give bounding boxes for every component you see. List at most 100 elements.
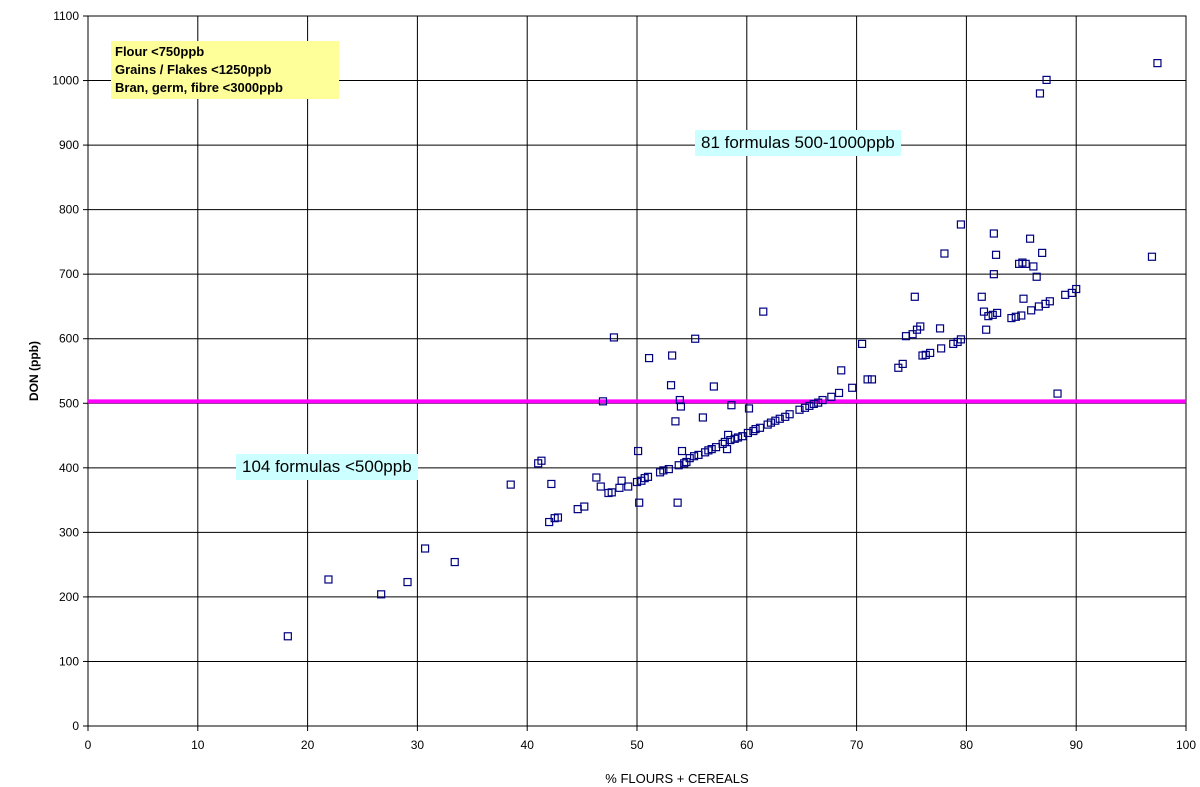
y-tick-label: 900 — [59, 138, 79, 152]
data-point — [775, 414, 784, 423]
x-tick-label: 80 — [960, 738, 974, 752]
data-point — [673, 498, 682, 507]
data-point — [1032, 272, 1041, 281]
data-point — [1021, 259, 1030, 268]
data-point — [635, 498, 644, 507]
y-tick-label: 600 — [59, 332, 79, 346]
data-point — [898, 359, 907, 368]
x-axis-title: % FLOURS + CEREALS — [605, 771, 749, 786]
data-point — [1072, 284, 1081, 294]
data-point — [848, 383, 857, 392]
y-tick-label: 0 — [72, 719, 79, 733]
data-point — [1045, 297, 1054, 306]
y-tick-label: 1000 — [52, 74, 79, 88]
data-point — [598, 397, 608, 406]
data-point — [668, 351, 677, 360]
x-tick-label: 20 — [301, 738, 315, 752]
x-tick-label: 70 — [850, 738, 864, 752]
lower-count-label: 104 formulas <500ppb — [236, 454, 418, 480]
y-tick-label: 100 — [59, 654, 79, 668]
y-tick-label: 400 — [59, 461, 79, 475]
y-tick-label: 300 — [59, 525, 79, 539]
y-tick-label: 500 — [59, 396, 79, 410]
data-point — [771, 416, 780, 425]
data-point — [834, 388, 844, 398]
data-point — [809, 399, 818, 409]
data-point — [910, 292, 919, 301]
data-point — [956, 335, 966, 344]
data-point — [607, 488, 616, 497]
data-point — [956, 220, 966, 229]
x-tick-label: 60 — [740, 738, 754, 752]
data-point — [677, 446, 687, 456]
data-point — [1019, 294, 1028, 303]
data-point — [537, 456, 546, 465]
data-point — [377, 590, 386, 599]
spec-note-line-3: Bran, germ, fibre <3000ppb — [115, 80, 283, 95]
data-point — [984, 312, 993, 321]
data-point — [857, 339, 867, 348]
data-point — [1025, 234, 1035, 243]
y-tick-label: 800 — [59, 203, 79, 217]
data-point — [1042, 75, 1051, 85]
data-point — [993, 308, 1002, 318]
x-tick-label: 90 — [1070, 738, 1084, 752]
data-point — [450, 557, 459, 567]
data-point — [707, 445, 716, 454]
y-tick-label: 200 — [59, 590, 79, 604]
data-point — [743, 428, 752, 438]
data-point — [718, 439, 727, 449]
data-point — [624, 482, 633, 491]
data-point — [643, 472, 653, 481]
data-point — [921, 350, 930, 359]
x-tick-label: 40 — [521, 738, 535, 752]
data-point — [664, 465, 673, 474]
data-point — [814, 398, 823, 407]
data-point — [553, 513, 563, 522]
upper-count-label: 81 formulas 500-1000ppb — [695, 130, 901, 156]
plot-border — [87, 15, 1187, 727]
data-point — [420, 544, 430, 553]
data-point — [1147, 252, 1157, 261]
data-point — [926, 348, 935, 358]
data-point — [827, 392, 836, 401]
data-point — [324, 575, 333, 584]
data-point — [1017, 311, 1026, 320]
data-point — [659, 466, 668, 475]
data-point — [676, 402, 686, 411]
data-point — [709, 382, 718, 391]
data-point — [698, 413, 707, 422]
data-point — [666, 381, 676, 390]
data-point — [744, 404, 754, 413]
data-point — [755, 423, 765, 432]
x-tick-label: 0 — [85, 738, 92, 752]
data-point — [935, 324, 945, 333]
data-point — [1027, 306, 1036, 315]
data-point — [580, 502, 589, 511]
data-point — [689, 452, 699, 461]
data-point — [818, 395, 827, 405]
data-point — [592, 473, 601, 482]
data-point — [751, 424, 760, 434]
data-point — [680, 459, 689, 468]
x-tick-label: 50 — [630, 738, 644, 752]
data-point — [1038, 248, 1047, 257]
data-point — [949, 339, 958, 348]
data-point — [609, 333, 619, 342]
data-point — [722, 445, 732, 454]
data-point — [781, 412, 790, 421]
x-tick-label: 30 — [411, 738, 425, 752]
spec-note-line-1: Flour <750ppb — [115, 44, 205, 59]
data-point — [1053, 389, 1062, 398]
y-tick-label: 1100 — [53, 9, 79, 23]
data-point — [1011, 312, 1020, 321]
data-point — [989, 270, 998, 279]
data-point — [727, 401, 736, 410]
data-point — [937, 344, 946, 353]
data-point — [1041, 299, 1050, 308]
data-point — [644, 353, 654, 363]
data-point — [733, 433, 743, 442]
x-tick-label: 10 — [191, 738, 205, 752]
